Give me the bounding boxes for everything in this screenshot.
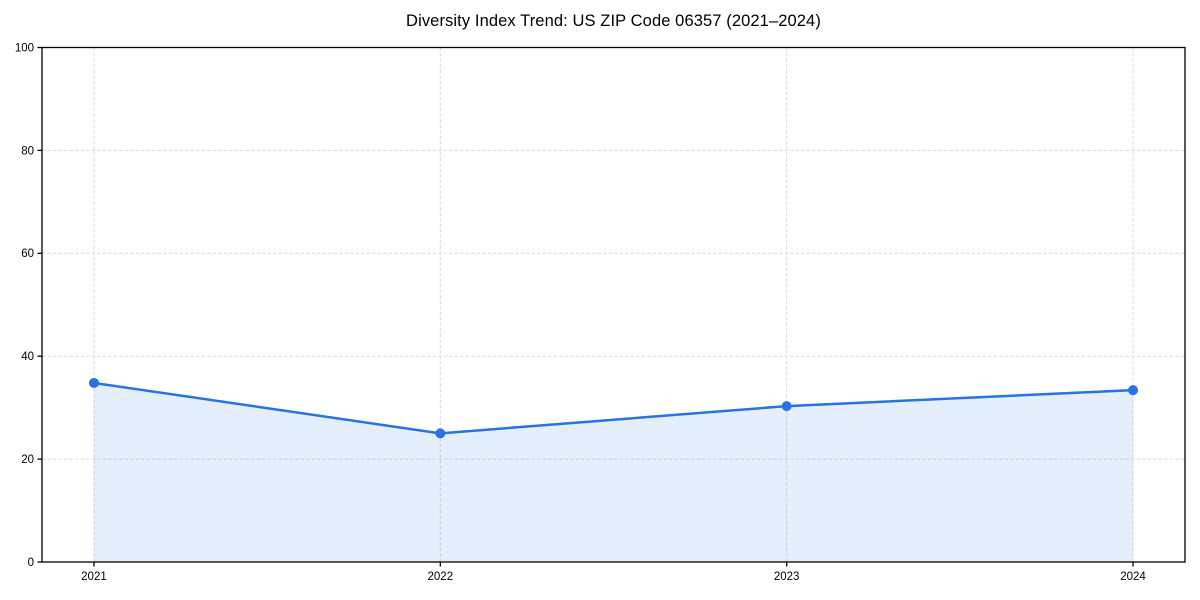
x-tick-label: 2022 xyxy=(428,571,454,583)
y-tick-label: 60 xyxy=(21,248,34,260)
plot-border xyxy=(41,46,1186,563)
data-point xyxy=(88,377,99,388)
data-point xyxy=(1128,385,1139,396)
y-tick-label: 100 xyxy=(15,42,34,54)
trend-line xyxy=(92,381,1135,435)
x-tick-label: 2024 xyxy=(1120,571,1146,583)
y-tick-label: 0 xyxy=(28,557,34,569)
y-tick-label: 40 xyxy=(21,351,34,363)
x-tick-label: 2023 xyxy=(774,571,800,583)
area-fill xyxy=(93,382,1134,562)
data-point xyxy=(435,428,446,439)
x-tick-label: 2021 xyxy=(81,571,107,583)
data-point xyxy=(781,401,792,412)
y-tick-label: 20 xyxy=(21,454,34,466)
y-tick-label: 80 xyxy=(21,145,34,157)
chart-title: Diversity Index Trend: US ZIP Code 06357… xyxy=(406,12,821,30)
